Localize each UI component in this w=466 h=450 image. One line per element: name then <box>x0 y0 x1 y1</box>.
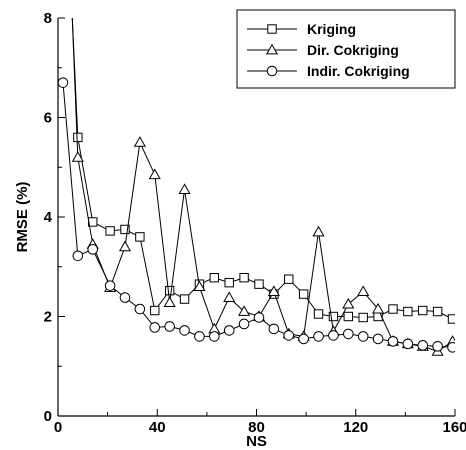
legend-label: Kriging <box>307 21 356 37</box>
data-point-kriging <box>239 272 249 283</box>
legend-label: Dir. Cokriging <box>307 42 399 58</box>
data-point-kriging <box>135 232 145 242</box>
y-axis-title: RMSE (%) <box>14 182 31 253</box>
data-point-indir-cokriging <box>313 331 324 342</box>
data-point-indir-cokriging <box>149 322 161 333</box>
data-point-dir-cokriging <box>71 151 84 162</box>
data-point-kriging <box>209 272 220 283</box>
data-point-indir-cokriging <box>402 338 414 350</box>
data-point-kriging <box>388 304 398 314</box>
data-point-kriging <box>73 132 83 143</box>
data-point-kriging <box>358 312 368 323</box>
x-tick-label: 0 <box>54 419 62 436</box>
data-point-indir-cokriging <box>387 336 399 347</box>
data-point-indir-cokriging <box>58 77 69 88</box>
data-point-kriging <box>105 226 115 236</box>
data-point-kriging <box>447 314 455 324</box>
y-tick-label: 4 <box>44 209 53 226</box>
data-point-dir-cokriging <box>238 305 251 316</box>
legend-label: Indir. Cokriging <box>307 63 410 79</box>
data-point-dir-cokriging <box>312 225 325 237</box>
data-point-kriging <box>298 289 309 299</box>
data-point-indir-cokriging <box>134 303 146 315</box>
data-point-indir-cokriging <box>104 280 116 291</box>
data-point-indir-cokriging <box>417 340 429 351</box>
data-point-dir-cokriging <box>193 280 206 292</box>
data-point-kriging <box>328 311 339 322</box>
data-point-dir-cokriging <box>372 302 385 314</box>
data-point-kriging <box>403 306 413 317</box>
x-axis-title: NS <box>246 433 267 450</box>
data-point-dir-cokriging <box>118 240 132 252</box>
data-point-indir-cokriging <box>343 328 354 340</box>
legend-swatch-marker <box>267 24 277 34</box>
data-point-indir-cokriging <box>268 323 280 335</box>
legend-swatch-marker <box>265 43 279 55</box>
y-tick-label: 8 <box>44 10 52 27</box>
x-tick-label: 160 <box>442 419 466 436</box>
data-point-indir-cokriging <box>87 244 99 255</box>
data-point-kriging <box>179 294 190 304</box>
data-point-dir-cokriging <box>163 296 176 307</box>
x-tick-label: 80 <box>248 419 265 436</box>
x-tick-label: 120 <box>343 419 368 436</box>
data-point-indir-cokriging <box>194 331 205 342</box>
data-point-kriging <box>343 311 354 322</box>
data-point-indir-cokriging <box>328 330 339 341</box>
x-tick-label: 40 <box>149 419 166 436</box>
data-point-dir-cokriging <box>178 183 191 195</box>
data-point-dir-cokriging <box>148 168 161 180</box>
data-point-indir-cokriging <box>179 325 190 336</box>
data-point-kriging <box>313 309 324 319</box>
data-point-kriging <box>164 285 175 296</box>
data-point-indir-cokriging <box>209 331 220 342</box>
data-point-indir-cokriging <box>253 312 265 323</box>
y-tick-label: 6 <box>44 110 52 127</box>
data-point-indir-cokriging <box>357 331 369 342</box>
series-indir-cokriging <box>58 77 455 353</box>
data-point-indir-cokriging <box>72 250 84 262</box>
data-point-kriging <box>150 305 160 316</box>
data-point-dir-cokriging <box>357 285 370 297</box>
data-point-indir-cokriging <box>447 342 455 353</box>
data-point-dir-cokriging <box>223 291 236 302</box>
data-point-indir-cokriging <box>372 333 384 345</box>
y-tick-label: 0 <box>44 408 52 425</box>
series-kriging <box>71 18 455 324</box>
y-tick-label: 2 <box>44 309 52 326</box>
data-point-indir-cokriging <box>238 318 250 330</box>
data-point-dir-cokriging <box>133 136 146 147</box>
data-point-dir-cokriging <box>342 297 355 309</box>
data-point-kriging <box>224 277 234 288</box>
data-point-indir-cokriging <box>298 333 309 345</box>
data-point-kriging <box>418 305 428 316</box>
data-point-kriging <box>254 279 264 289</box>
data-point-indir-cokriging <box>432 341 443 352</box>
data-point-dir-cokriging <box>267 285 280 297</box>
data-point-kriging <box>432 306 443 317</box>
legend-swatch-marker <box>266 65 278 77</box>
data-point-indir-cokriging <box>164 321 175 332</box>
data-point-indir-cokriging <box>283 330 295 341</box>
data-point-indir-cokriging <box>119 292 131 303</box>
data-point-indir-cokriging <box>223 325 235 336</box>
data-point-kriging <box>120 224 130 235</box>
data-point-kriging <box>284 274 294 284</box>
